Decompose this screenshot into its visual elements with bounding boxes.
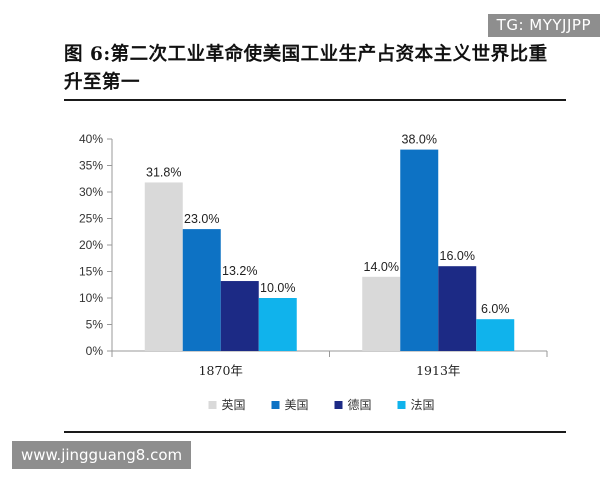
x-category-label: 1870年 bbox=[199, 363, 243, 378]
legend-swatch bbox=[397, 401, 406, 409]
legend-swatch bbox=[334, 401, 343, 409]
data-label: 6.0% bbox=[481, 302, 510, 316]
y-tick-label: 20% bbox=[79, 238, 103, 252]
legend-label: 英国 bbox=[222, 398, 246, 412]
chart-title: 图 6:第二次工业革命使美国工业生产占资本主义世界比重升至第一 bbox=[64, 44, 548, 93]
data-label: 13.2% bbox=[222, 264, 257, 278]
chart-legend: 英国 美国 德国 法国 bbox=[208, 397, 435, 412]
y-tick-label: 30% bbox=[79, 185, 103, 199]
y-tick-label: 10% bbox=[79, 291, 103, 305]
watermark-url: www.jingguang8.com bbox=[12, 441, 192, 469]
data-label: 10.0% bbox=[260, 281, 295, 295]
bar bbox=[144, 182, 183, 351]
watermark-tg: TG: MYYJJPP bbox=[487, 14, 600, 37]
bar bbox=[182, 229, 221, 351]
data-label: 14.0% bbox=[364, 260, 399, 274]
bar bbox=[400, 149, 439, 351]
bar bbox=[476, 319, 515, 351]
chart-bars bbox=[144, 149, 515, 351]
chart-axes: 0% 5% 10% 15% 20% 25% 30% 35% 40% 1870年 1913年 bbox=[79, 132, 548, 378]
bar bbox=[438, 266, 477, 351]
bottom-rule bbox=[64, 431, 566, 433]
legend-swatch bbox=[271, 401, 280, 409]
legend-label: 法国 bbox=[411, 398, 435, 412]
y-tick-label: 40% bbox=[79, 132, 103, 146]
y-tick-label: 25% bbox=[79, 212, 103, 226]
y-tick-label: 0% bbox=[86, 344, 104, 358]
data-label: 31.8% bbox=[146, 165, 181, 179]
data-label: 16.0% bbox=[440, 249, 475, 263]
legend-swatch bbox=[208, 401, 217, 409]
chart-data-labels: 31.8% 23.0% 13.2%10.0% 14.0% 38.0% 16.0% 6.0% bbox=[146, 133, 509, 317]
bar bbox=[362, 276, 401, 351]
title-rule bbox=[64, 99, 566, 101]
y-tick-label: 15% bbox=[79, 265, 103, 279]
legend-label: 德国 bbox=[348, 397, 372, 412]
x-category-label: 1913年 bbox=[416, 363, 460, 378]
data-label: 23.0% bbox=[184, 212, 219, 226]
bar bbox=[258, 298, 297, 351]
legend-label: 美国 bbox=[285, 398, 309, 412]
bar bbox=[220, 281, 259, 351]
y-tick-label: 35% bbox=[79, 159, 103, 173]
y-tick-label: 5% bbox=[86, 318, 104, 332]
data-label: 38.0% bbox=[402, 133, 437, 147]
